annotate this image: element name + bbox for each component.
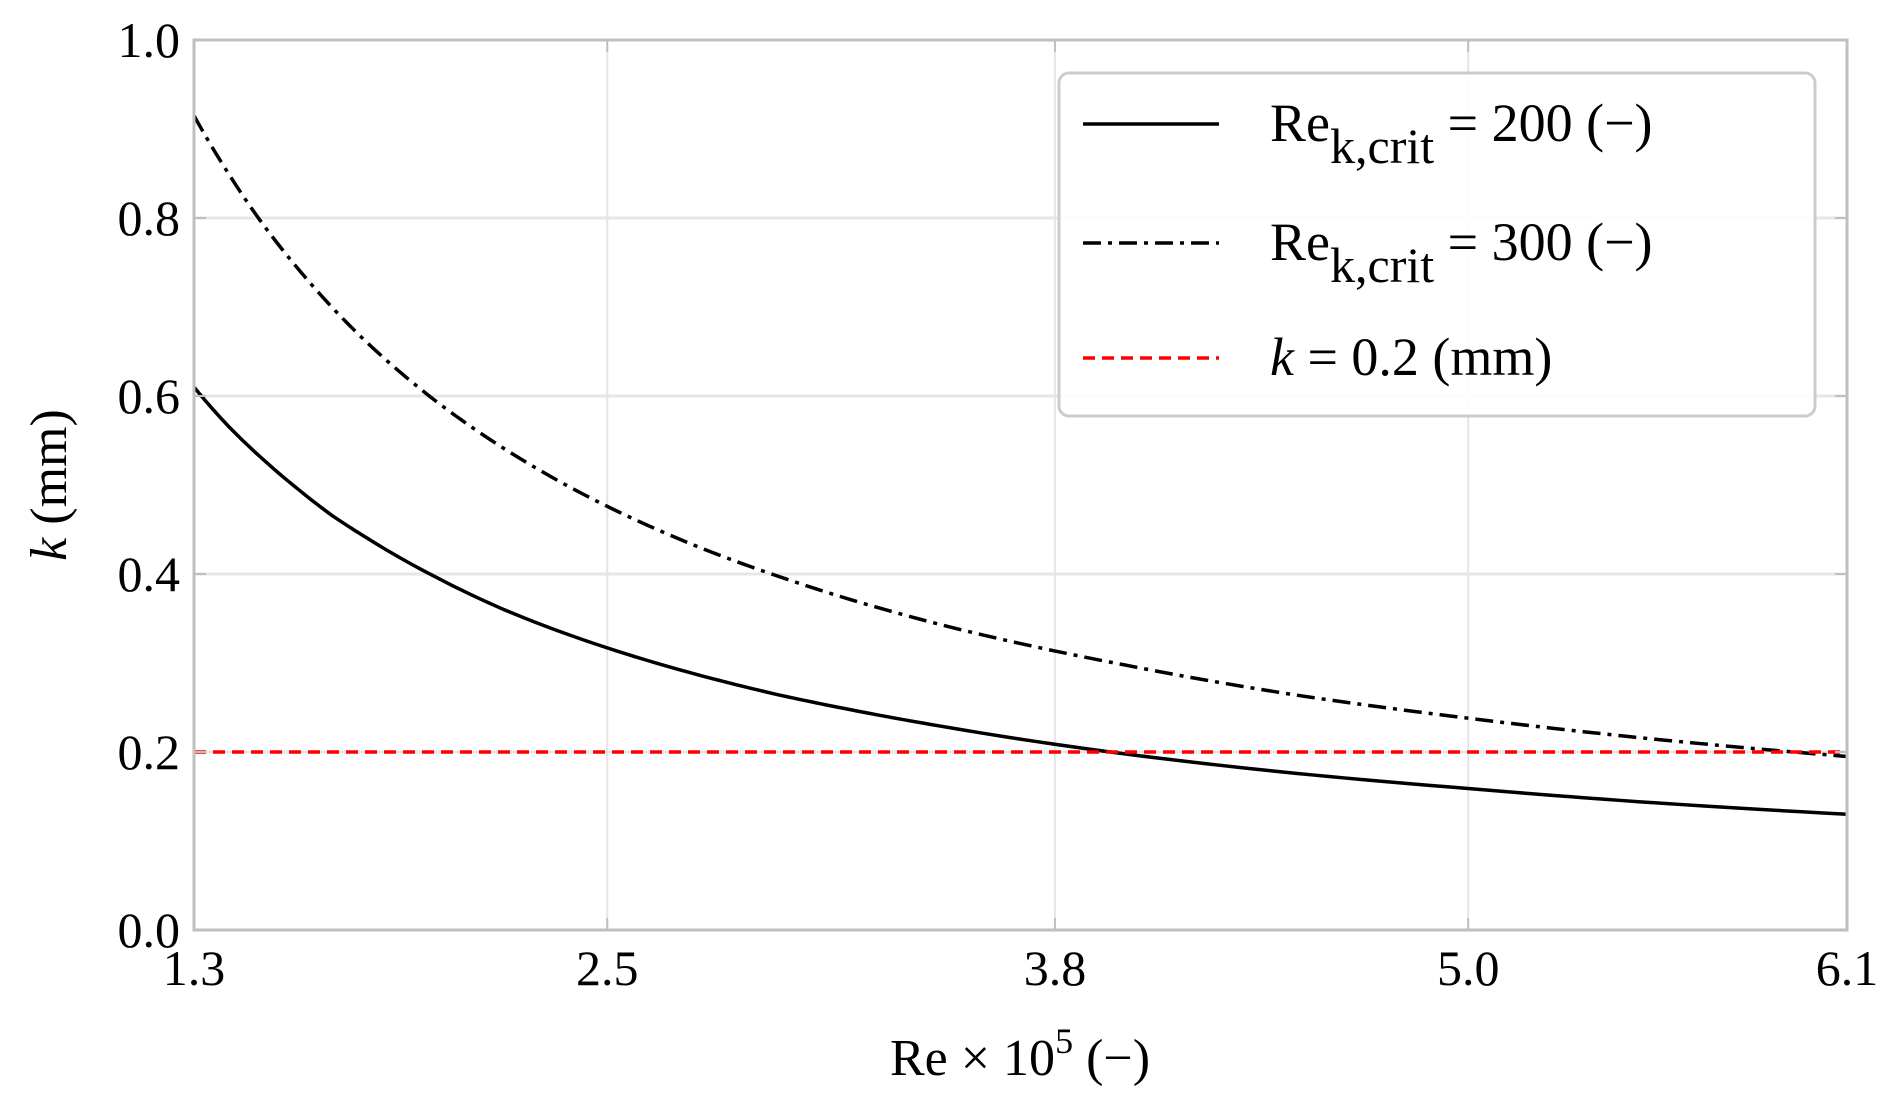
series-line-2 [192,114,1848,759]
legend-box [1057,71,1817,418]
legend-entry-label: Rek,crit = 300 (−) [1270,212,1653,293]
series-line-1 [192,385,1848,817]
x-tick-label: 3.8 [1024,940,1087,996]
y-tick-label: 0.2 [118,724,181,780]
x-tick-label: 5.0 [1437,940,1500,996]
y-tick-label: 0.8 [118,190,181,246]
x-tick-label: 6.1 [1816,940,1879,996]
x-tick-label: 2.5 [576,940,639,996]
legend-entry-label: k = 0.2 (mm) [1270,327,1552,387]
y-axis-label: k (mm) [21,409,78,561]
y-tick-label: 0.6 [118,368,181,424]
series-lines [192,114,1848,817]
y-tick-label: 1.0 [118,12,181,68]
plot-frame [192,38,1849,932]
y-tick-label: 0.4 [118,546,181,602]
x-axis-label: Re × 105 (−) [890,1021,1150,1087]
ticks: 1.3 2.5 3.8 5.0 6.1 0.0 0.2 0.4 0.6 0.8 1.0 [118,12,1879,996]
x-tick-label: 1.3 [163,940,226,996]
legend-entry-label: Rek,crit = 200 (−) [1270,93,1653,174]
legend: Rek,crit = 200 (−) Rek,crit = 300 (−) k = … [1057,71,1817,418]
y-tick-label: 0.0 [118,902,181,958]
